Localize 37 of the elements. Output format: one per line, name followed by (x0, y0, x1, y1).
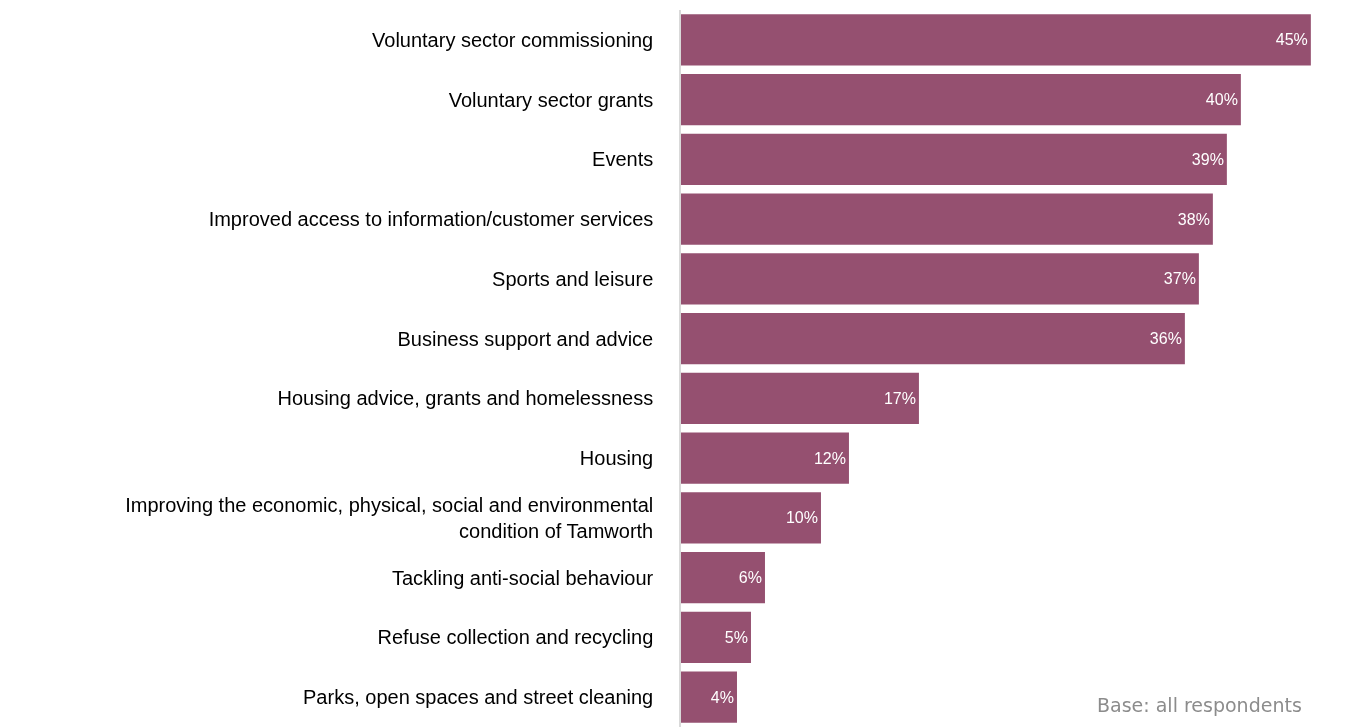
y-tick-label: Housing advice, grants and homelessness (277, 387, 654, 410)
bar (681, 14, 1311, 66)
y-tick-label: Improving the economic, physical, social and environmental condition of Tamworth (125, 493, 654, 542)
bar (681, 73, 1241, 126)
bar (681, 551, 765, 604)
data-label: 40% (1205, 91, 1238, 109)
data-label: 37% (1163, 270, 1196, 288)
data-label: 45% (1275, 31, 1308, 49)
bar (681, 133, 1227, 186)
bar (681, 372, 919, 425)
bar (681, 253, 1199, 305)
data-label: 4% (710, 688, 734, 706)
data-label: 17% (883, 389, 916, 407)
bar (681, 611, 751, 664)
data-label: 39% (1191, 150, 1224, 168)
data-label: 6% (738, 569, 762, 587)
y-tick-label: Voluntary sector grants (448, 88, 654, 111)
annotation: Base: all respondents (1097, 694, 1302, 716)
data-label: 5% (724, 628, 748, 646)
bar (681, 193, 1213, 245)
y-tick-label: Improved access to information/customer services (208, 208, 654, 231)
data-label: 36% (1149, 330, 1182, 348)
data-label: 10% (785, 509, 818, 527)
y-tick-label: Business support and advice (397, 327, 654, 350)
y-tick-label: Refuse collection and recycling (377, 626, 654, 649)
y-tick-label: Tackling anti-social behaviour (392, 566, 654, 589)
y-tick-label: Sports and leisure (492, 267, 654, 290)
y-tick-label: Parks, open spaces and street cleaning (303, 686, 654, 709)
y-tick-label: Events (592, 148, 654, 171)
bar (681, 432, 849, 484)
bar (681, 492, 821, 544)
y-tick-label: Voluntary sector commissioning (372, 28, 654, 51)
bar (681, 312, 1185, 365)
data-label: 38% (1177, 210, 1210, 228)
data-label: 12% (813, 449, 846, 467)
bar (681, 671, 737, 723)
y-tick-label: Housing (579, 447, 654, 470)
